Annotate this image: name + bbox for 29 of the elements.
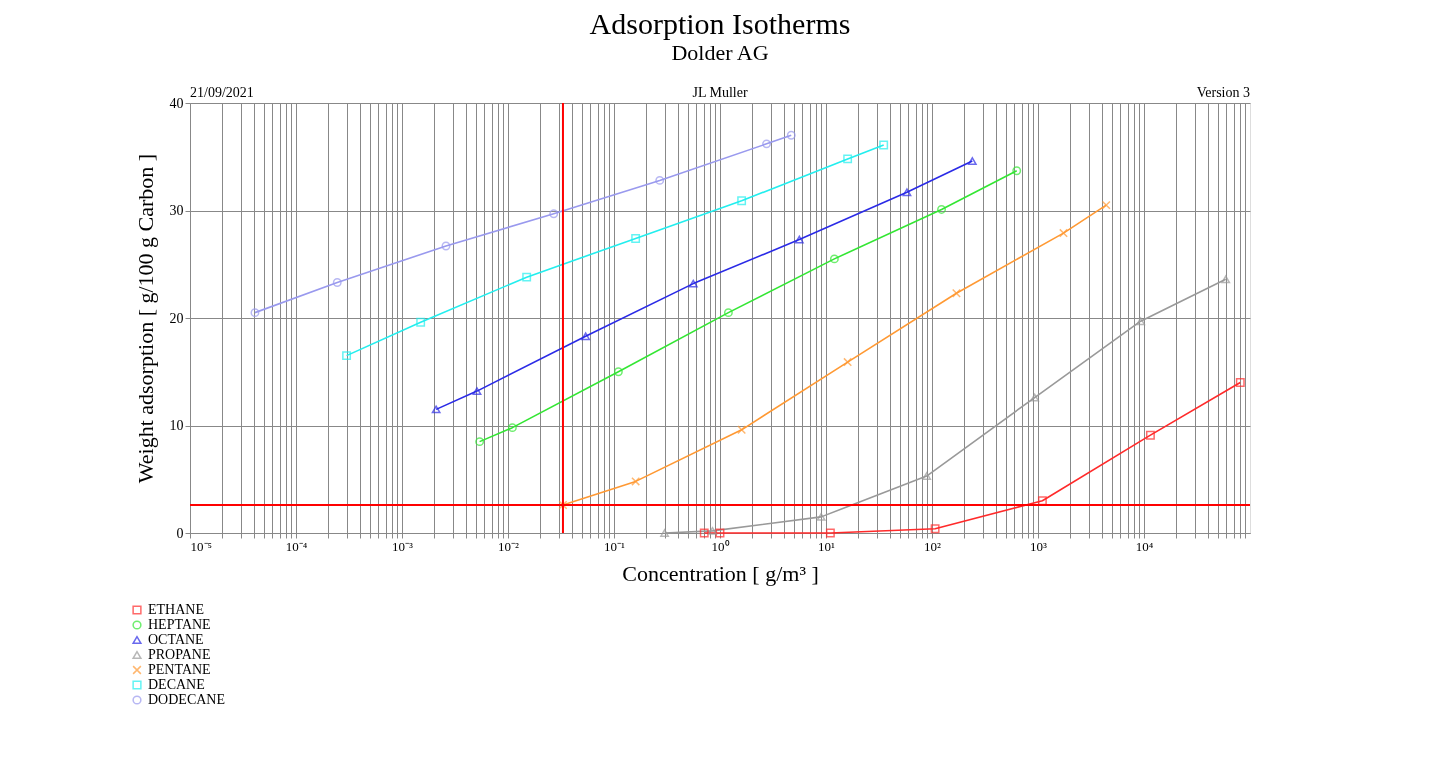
- x-tick-label: 10⁻⁴: [285, 538, 308, 554]
- y-axis-title: Weight adsorption [ g/100 g Carbon ]: [132, 153, 158, 484]
- x-tick-label: 10⁴: [1135, 538, 1154, 554]
- y-tick-label: 40: [169, 95, 184, 111]
- x-tick-label: 10⁻⁵: [190, 538, 213, 554]
- legend-label: OCTANE: [148, 632, 204, 647]
- legend-label: DECANE: [148, 677, 205, 692]
- x-tick-label: 10⁻²: [498, 538, 520, 554]
- legend-label: ETHANE: [148, 602, 204, 617]
- y-tick-label: 0: [176, 525, 184, 541]
- legend-label: PROPANE: [148, 647, 211, 662]
- x-tick-label: 10¹: [818, 538, 836, 554]
- chart-title: Adsorption Isotherms: [589, 7, 851, 40]
- y-tick-label: 10: [169, 418, 184, 433]
- legend-label: PENTANE: [148, 662, 211, 677]
- y-tick-label: 20: [169, 310, 184, 326]
- x-tick-label: 10⁰: [711, 538, 730, 554]
- chart-subtitle: Dolder AG: [671, 40, 769, 65]
- legend-label: DODECANE: [148, 692, 225, 707]
- x-tick-label: 10³: [1030, 538, 1048, 554]
- text: 21/09/2021: [190, 85, 254, 100]
- x-tick-label: 10⁻³: [392, 538, 414, 554]
- text: Version 3: [1196, 85, 1250, 100]
- y-tick-label: 30: [169, 203, 184, 218]
- legend-label: HEPTANE: [148, 617, 211, 632]
- x-axis-title: Concentration [ g/m³ ]: [622, 560, 819, 586]
- text: JL Muller: [692, 85, 748, 100]
- x-tick-label: 10²: [924, 538, 942, 554]
- x-tick-label: 10⁻¹: [604, 538, 626, 554]
